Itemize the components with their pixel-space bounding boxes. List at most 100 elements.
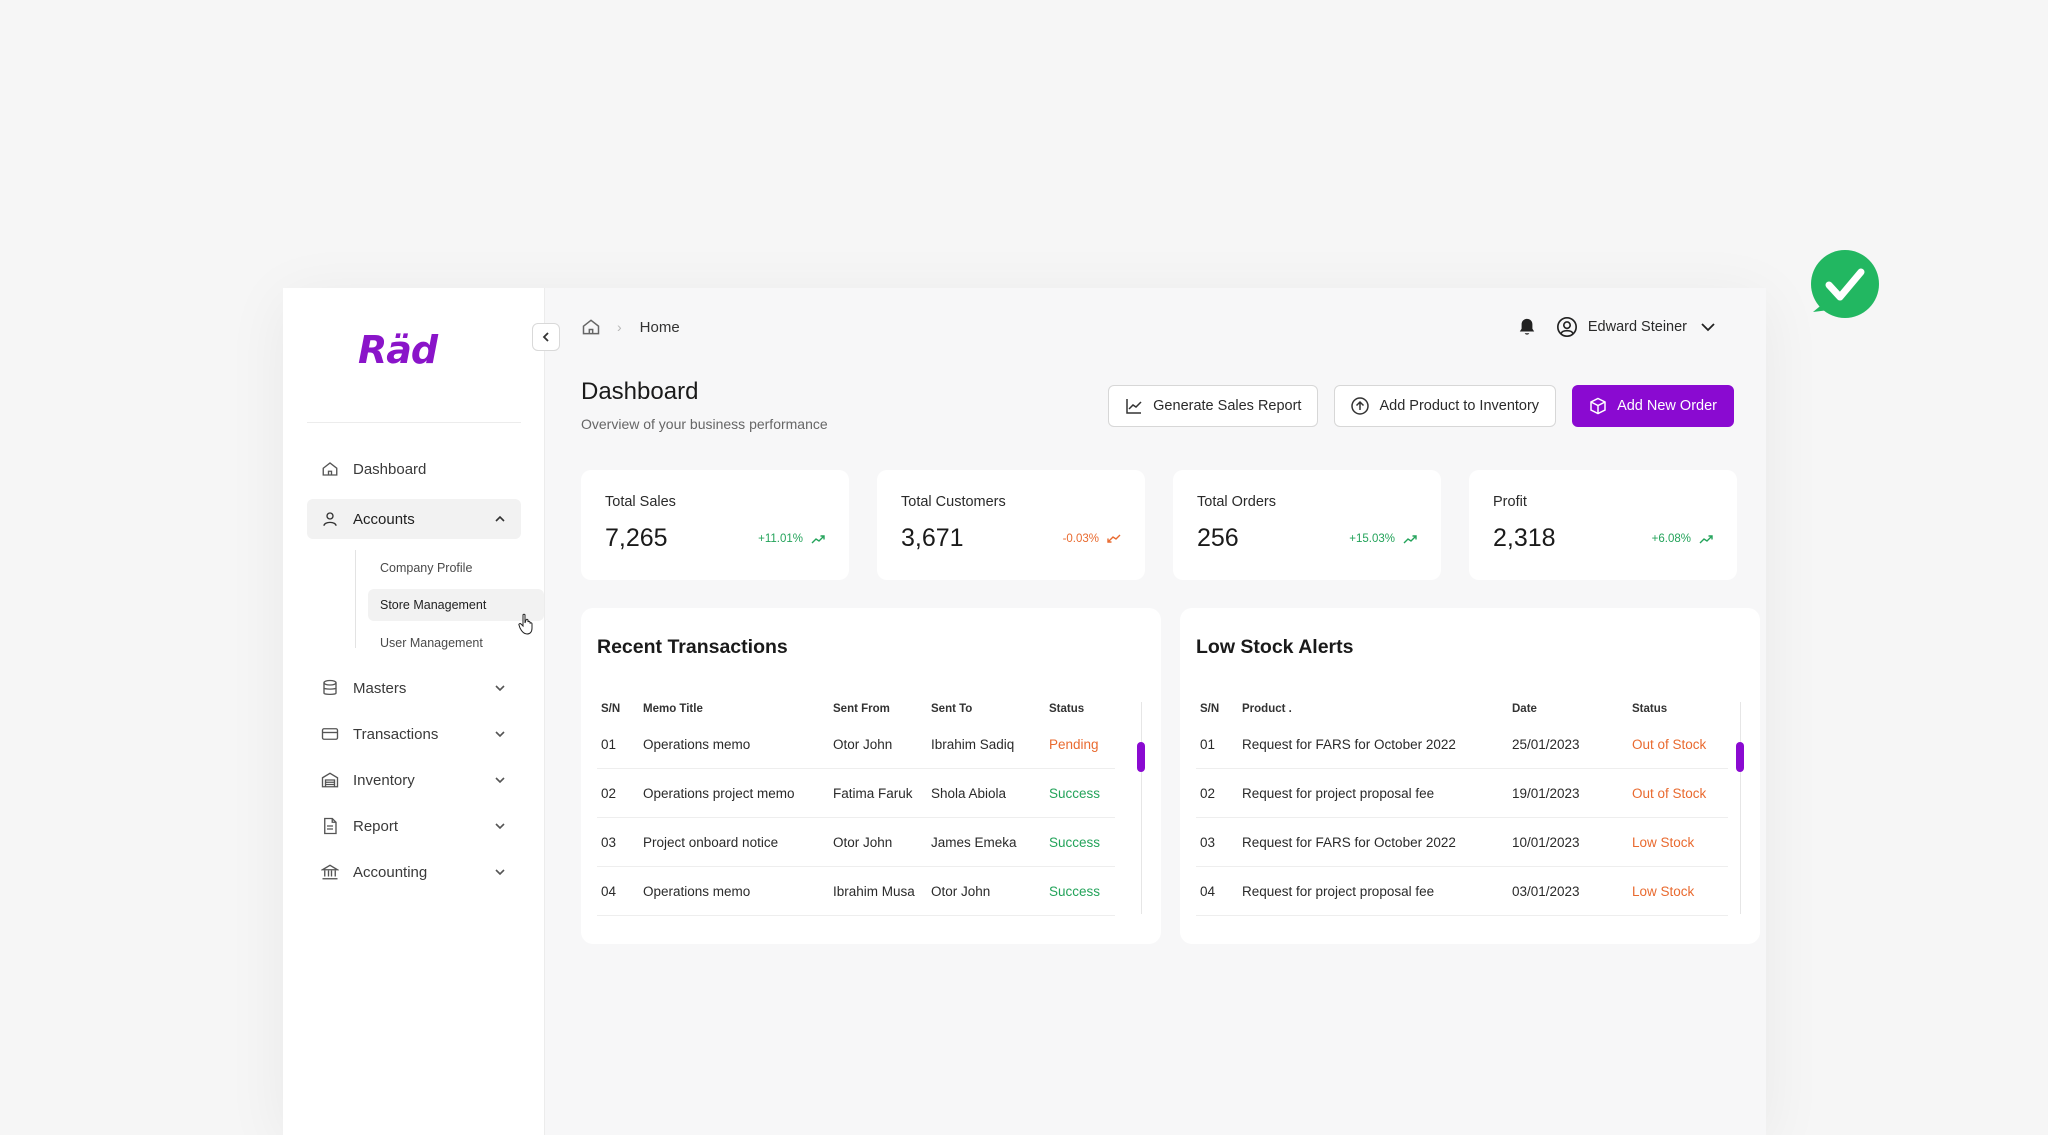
- sidebar-subitem-user-management[interactable]: User Management: [368, 627, 544, 659]
- table-row[interactable]: 04 Operations memo Ibrahim Musa Otor Joh…: [597, 867, 1115, 916]
- stat-card-total-customers: Total Customers 3,671 -0.03%: [877, 470, 1145, 580]
- stat-change-text: +11.01%: [758, 533, 803, 545]
- status-badge: Out of Stock: [1632, 785, 1707, 801]
- main-content: › Home Edward Steiner Dashboard Overview…: [545, 288, 1766, 1135]
- stat-value: 3,671: [901, 524, 964, 552]
- user-name[interactable]: Edward Steiner: [1587, 319, 1687, 335]
- chevron-up-icon: [495, 515, 505, 522]
- table-row[interactable]: 02 Request for project proposal fee 19/0…: [1196, 769, 1728, 818]
- generate-sales-report-button[interactable]: Generate Sales Report: [1108, 385, 1319, 427]
- table-row[interactable]: 03 Request for FARS for October 2022 10/…: [1196, 818, 1728, 867]
- cell-sn: 04: [601, 883, 617, 899]
- sidebar-item-label: Inventory: [353, 771, 415, 789]
- status-badge: Low Stock: [1632, 834, 1695, 850]
- logo-text: Räd: [358, 328, 438, 372]
- sidebar-item-label: Report: [353, 817, 399, 835]
- cell-sent-from: Ibrahim Musa: [833, 883, 915, 899]
- breadcrumb-separator: ›: [617, 319, 622, 335]
- sidebar-item-label: Masters: [353, 679, 407, 697]
- stat-label: Total Customers: [901, 494, 1006, 510]
- box-icon: [1590, 397, 1606, 415]
- low-stock-alerts-panel: Low Stock Alerts S/N Product . Date Stat…: [1180, 608, 1760, 944]
- scrollbar-thumb[interactable]: [1137, 742, 1145, 772]
- table-row[interactable]: 01 Operations memo Otor John Ibrahim Sad…: [597, 720, 1115, 769]
- stat-value: 256: [1197, 524, 1239, 552]
- stat-change: +15.03%: [1349, 532, 1417, 546]
- home-icon[interactable]: [581, 317, 601, 337]
- action-bar: Generate Sales Report Add Product to Inv…: [1108, 385, 1734, 427]
- sidebar-item-accounting[interactable]: Accounting: [307, 852, 521, 892]
- sidebar: Räd Dashboard Accounts Company Profile: [283, 288, 545, 1135]
- button-label: Generate Sales Report: [1153, 398, 1302, 414]
- button-label: Add Product to Inventory: [1379, 398, 1540, 414]
- table-row[interactable]: 04 Request for project proposal fee 03/0…: [1196, 867, 1728, 916]
- sidebar-item-transactions[interactable]: Transactions: [307, 714, 521, 754]
- stat-card-profit: Profit 2,318 +6.08%: [1469, 470, 1737, 580]
- sidebar-subitem-label: User Management: [380, 636, 483, 650]
- table-row[interactable]: 02 Operations project memo Fatima Faruk …: [597, 769, 1115, 818]
- column-header: Product .: [1242, 703, 1292, 715]
- column-header: S/N: [1200, 703, 1220, 715]
- database-icon: [321, 679, 339, 697]
- status-badge: Low Stock: [1632, 883, 1695, 899]
- chevron-down-icon[interactable]: [1699, 318, 1717, 336]
- scrollbar-thumb[interactable]: [1736, 742, 1744, 772]
- document-icon: [321, 817, 339, 835]
- stat-value: 2,318: [1493, 524, 1556, 552]
- scrollbar-track[interactable]: [1141, 702, 1142, 914]
- trend-up-icon: [1403, 535, 1417, 544]
- cell-date: 10/01/2023: [1512, 834, 1580, 850]
- sidebar-item-dashboard[interactable]: Dashboard: [307, 449, 521, 489]
- table-header: S/N Product . Date Status: [1196, 698, 1728, 720]
- sidebar-subitem-label: Company Profile: [380, 561, 473, 575]
- sidebar-item-label: Dashboard: [353, 460, 427, 478]
- cell-sent-from: Fatima Faruk: [833, 785, 913, 801]
- cell-sent-to: Shola Abiola: [931, 785, 1007, 801]
- add-product-button[interactable]: Add Product to Inventory: [1334, 385, 1557, 427]
- add-new-order-button[interactable]: Add New Order: [1572, 385, 1734, 427]
- scrollbar-track[interactable]: [1740, 702, 1741, 914]
- column-header: Status: [1632, 703, 1668, 715]
- stat-change: +6.08%: [1652, 532, 1713, 546]
- stat-card-total-orders: Total Orders 256 +15.03%: [1173, 470, 1441, 580]
- trend-down-icon: [1107, 534, 1121, 543]
- status-badge: Success: [1049, 883, 1101, 899]
- table-row[interactable]: 01 Request for FARS for October 2022 25/…: [1196, 720, 1728, 769]
- sidebar-item-inventory[interactable]: Inventory: [307, 760, 521, 800]
- user-circle-icon[interactable]: [1556, 316, 1578, 338]
- chevron-down-icon: [495, 823, 505, 830]
- bank-icon: [321, 863, 339, 881]
- breadcrumb[interactable]: Home: [639, 318, 680, 336]
- sidebar-item-label: Transactions: [353, 725, 439, 743]
- stat-change-text: +6.08%: [1651, 533, 1691, 545]
- cell-product: Request for project proposal fee: [1242, 883, 1435, 899]
- status-badge: Success: [1049, 834, 1101, 850]
- sidebar-divider: [307, 422, 521, 423]
- sidebar-collapse-button[interactable]: [532, 323, 560, 351]
- recent-transactions-panel: Recent Transactions S/N Memo Title Sent …: [581, 608, 1161, 944]
- stat-change: +11.01%: [758, 532, 825, 546]
- column-header: Sent From: [833, 703, 890, 715]
- upload-circle-icon: [1351, 397, 1370, 415]
- status-badge: Pending: [1049, 736, 1099, 752]
- cell-memo-title: Project onboard notice: [643, 834, 779, 850]
- cell-sent-to: James Emeka: [931, 834, 1017, 850]
- cell-sn: 03: [601, 834, 617, 850]
- cell-sent-to: Otor John: [931, 883, 991, 899]
- cell-memo-title: Operations memo: [643, 736, 751, 752]
- bell-icon[interactable]: [1518, 317, 1536, 337]
- status-badge: Success: [1049, 785, 1101, 801]
- cell-date: 19/01/2023: [1512, 785, 1580, 801]
- cell-product: Request for FARS for October 2022: [1242, 834, 1456, 850]
- user-area: Edward Steiner: [1518, 316, 1717, 338]
- logo[interactable]: Räd: [358, 330, 470, 370]
- sidebar-subitem-company-profile[interactable]: Company Profile: [368, 552, 544, 584]
- page-title: Dashboard: [581, 378, 699, 405]
- status-badge: Out of Stock: [1632, 736, 1707, 752]
- table-row[interactable]: 03 Project onboard notice Otor John Jame…: [597, 818, 1115, 867]
- sidebar-item-report[interactable]: Report: [307, 806, 521, 846]
- transactions-table: S/N Memo Title Sent From Sent To Status …: [597, 698, 1115, 916]
- sidebar-item-accounts[interactable]: Accounts: [307, 499, 521, 539]
- sidebar-item-masters[interactable]: Masters: [307, 668, 521, 708]
- sidebar-subitem-store-management[interactable]: Store Management: [368, 589, 544, 621]
